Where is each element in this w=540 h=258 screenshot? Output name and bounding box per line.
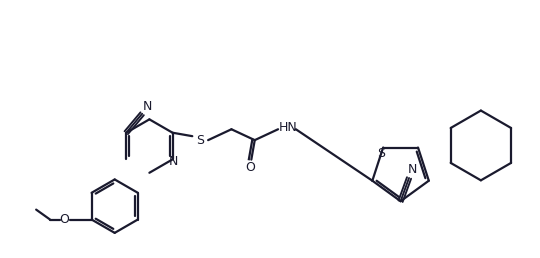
Text: S: S: [377, 147, 385, 160]
Text: O: O: [59, 213, 69, 226]
Text: S: S: [196, 134, 204, 147]
Text: N: N: [169, 155, 178, 168]
Text: N: N: [407, 163, 417, 176]
Text: HN: HN: [279, 121, 298, 134]
Text: N: N: [143, 100, 153, 114]
Text: O: O: [245, 161, 255, 174]
